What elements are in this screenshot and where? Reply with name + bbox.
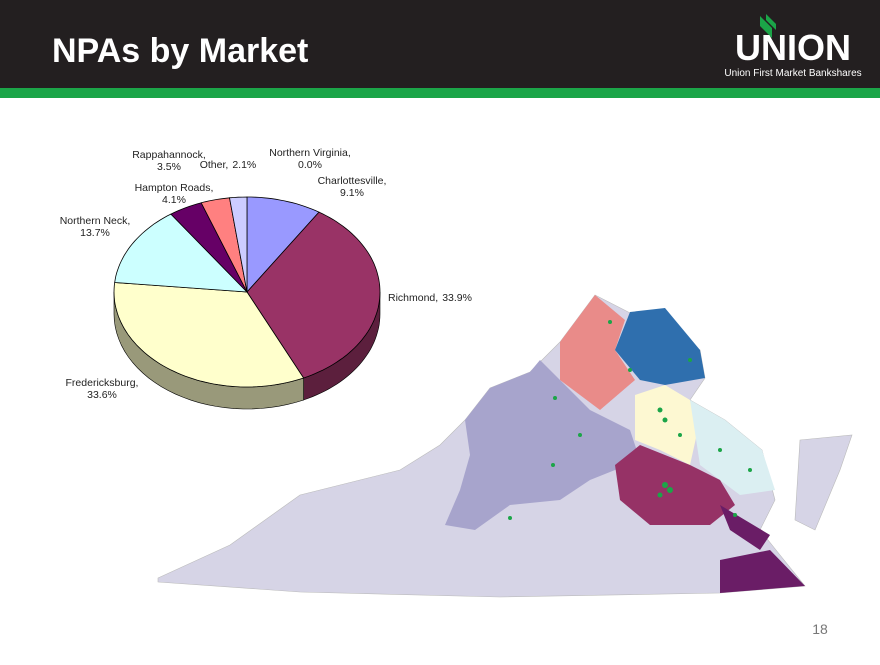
slice-label-value: 33.9% bbox=[442, 292, 472, 304]
slice-label-value: 0.0% bbox=[298, 159, 322, 171]
slice-label-name: Charlottesville, bbox=[318, 175, 387, 187]
pie-slice bbox=[246, 211, 381, 379]
slice-label-name: Other, bbox=[200, 159, 229, 171]
branch-dots bbox=[508, 320, 752, 520]
header-bar bbox=[0, 0, 880, 88]
region-hampton-roads bbox=[720, 505, 805, 593]
pie-slice bbox=[114, 213, 249, 293]
region-other bbox=[445, 360, 640, 530]
slice-label: Richmond, 33.9% bbox=[388, 292, 472, 304]
pie-slice bbox=[246, 196, 320, 294]
slice-label-value: 4.1% bbox=[162, 194, 186, 206]
logo-name: UNION bbox=[735, 27, 851, 68]
slice-label-value: 13.7% bbox=[80, 227, 110, 239]
slice-label-name: Northern Neck, bbox=[60, 215, 131, 227]
slide-title: NPAs by Market bbox=[52, 32, 308, 70]
slice-label-value: 2.1% bbox=[232, 159, 256, 171]
pie-slice bbox=[200, 197, 248, 293]
slice-label-name: Hampton Roads, bbox=[135, 182, 214, 194]
slice-label: Other, 2.1% bbox=[200, 159, 257, 171]
slice-label-value: 33.6% bbox=[87, 389, 117, 401]
region-northern-virginia bbox=[615, 308, 705, 385]
slice-label-name: Richmond, bbox=[388, 292, 438, 304]
page-number: 18 bbox=[812, 621, 828, 637]
header-stripe bbox=[0, 88, 880, 98]
region-northern-neck bbox=[690, 400, 775, 495]
slice-label-name: Rappahannock, bbox=[132, 149, 206, 161]
map bbox=[157, 294, 853, 598]
slice-label-value: 3.5% bbox=[157, 161, 181, 173]
slice-label-name: Northern Virginia, bbox=[269, 147, 351, 159]
pie-slice bbox=[229, 196, 248, 293]
slice-label-name: Fredericksburg, bbox=[66, 377, 139, 389]
eastern-shore bbox=[794, 434, 853, 531]
slice-label-value: 9.1% bbox=[340, 187, 364, 199]
pie-slice bbox=[170, 202, 248, 293]
region-fredericksburg bbox=[635, 385, 700, 465]
pie-chart: Northern Virginia,0.0% Charlottesville,9.… bbox=[60, 147, 472, 410]
logo-tagline: Union First Market Bankshares bbox=[724, 68, 861, 79]
region-rappahannock bbox=[560, 295, 635, 410]
logo-leaf bbox=[760, 14, 776, 38]
pie-slice bbox=[113, 282, 305, 388]
region-richmond bbox=[615, 445, 735, 525]
